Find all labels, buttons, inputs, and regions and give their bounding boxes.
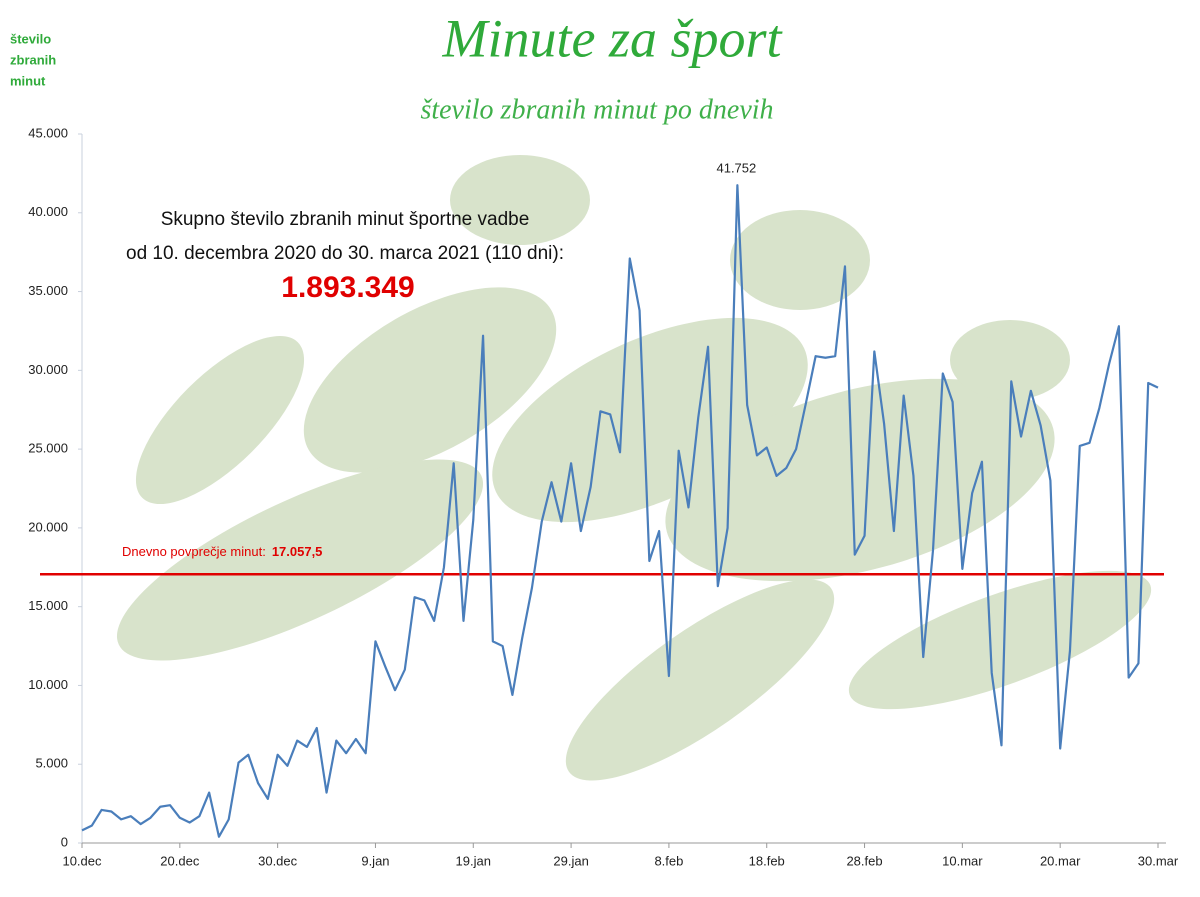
- y-tick-label: 15.000: [28, 598, 68, 613]
- annotation: od 10. decembra 2020 do 30. marca 2021 (…: [126, 243, 564, 264]
- x-tick-label: 30.mar: [1138, 853, 1179, 868]
- annotation-total: 1.893.349: [281, 271, 414, 304]
- y-tick-label: 25.000: [28, 441, 68, 456]
- y-tick-label: 5.000: [35, 756, 68, 771]
- data-label: 41.752: [716, 161, 756, 176]
- y-tick-label: 45.000: [28, 125, 68, 140]
- x-tick-label: 29.jan: [553, 853, 588, 868]
- y-tick-label: 30.000: [28, 362, 68, 377]
- average-value: 17.057,5: [272, 545, 323, 560]
- x-tick-label: 9.jan: [361, 853, 389, 868]
- y-tick-label: 35.000: [28, 283, 68, 298]
- y-tick-label: 10.000: [28, 677, 68, 692]
- x-tick-label: 28.feb: [846, 853, 882, 868]
- x-tick-label: 10.mar: [942, 853, 983, 868]
- x-tick-label: 20.dec: [160, 853, 200, 868]
- chart-subtitle: število zbranih minut po dnevih: [420, 94, 773, 125]
- x-tick-label: 18.feb: [749, 853, 785, 868]
- y-axis-label: zbranih: [10, 52, 56, 67]
- background-silhouettes: [116, 155, 1152, 781]
- y-axis-label: število: [10, 31, 51, 46]
- data-line: [81, 184, 1159, 838]
- y-tick-label: 0: [61, 834, 68, 849]
- y-tick-label: 40.000: [28, 204, 68, 219]
- chart-title: Minute za šport: [441, 8, 783, 68]
- x-tick-label: 10.dec: [62, 853, 102, 868]
- x-tick-label: 19.jan: [456, 853, 491, 868]
- y-axis-label: minut: [10, 73, 46, 88]
- x-tick-label: 8.feb: [654, 853, 683, 868]
- annotation: Skupno število zbranih minut športne vad…: [161, 209, 530, 230]
- y-tick-label: 20.000: [28, 519, 68, 534]
- average-label: Dnevno povprečje minut: 17.057,5: [122, 545, 322, 560]
- average-label-text: Dnevno povprečje minut:: [122, 545, 266, 560]
- x-tick-label: 20.mar: [1040, 853, 1081, 868]
- x-tick-label: 30.dec: [258, 853, 298, 868]
